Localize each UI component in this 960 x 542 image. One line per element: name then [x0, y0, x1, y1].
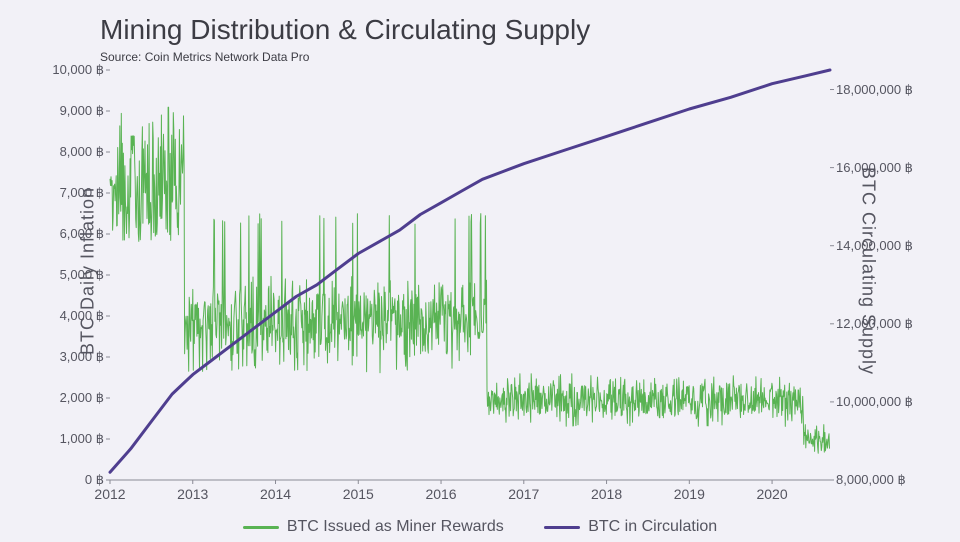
y-right-tick-label: 16,000,000 ฿ [836, 160, 913, 176]
y-left-tick-label: 4,000 ฿ [60, 308, 104, 324]
y-right-tick-label: 12,000,000 ฿ [836, 316, 913, 332]
x-tick-label: 2020 [756, 486, 787, 502]
chart-svg [110, 70, 830, 480]
series-issued-line [110, 107, 830, 453]
legend-label-circulation: BTC in Circulation [588, 518, 717, 536]
y-left-tick-label: 2,000 ฿ [60, 390, 104, 406]
y-right-tick-label: 10,000,000 ฿ [836, 394, 913, 410]
x-tick-label: 2017 [508, 486, 539, 502]
x-tick-label: 2016 [425, 486, 456, 502]
y-left-tick-label: 8,000 ฿ [60, 144, 104, 160]
y-left-tick-label: 5,000 ฿ [60, 267, 104, 283]
x-tick-label: 2015 [343, 486, 374, 502]
x-tick-label: 2019 [674, 486, 705, 502]
y-left-tick-label: 3,000 ฿ [60, 349, 104, 365]
legend-label-issued: BTC Issued as Miner Rewards [287, 518, 504, 536]
legend: BTC Issued as Miner Rewards BTC in Circu… [0, 516, 960, 537]
y-left-tick-label: 6,000 ฿ [60, 226, 104, 242]
y-left-tick-label: 9,000 ฿ [60, 103, 104, 119]
x-tick-label: 2013 [177, 486, 208, 502]
legend-item-circulation: BTC in Circulation [544, 518, 717, 536]
y-left-tick-label: 7,000 ฿ [60, 185, 104, 201]
legend-item-issued: BTC Issued as Miner Rewards [243, 518, 504, 536]
y-left-tick-label: 10,000 ฿ [52, 62, 104, 78]
y-right-tick-label: 14,000,000 ฿ [836, 238, 913, 254]
legend-swatch-circulation [544, 526, 580, 529]
plot-area: 0 ฿1,000 ฿2,000 ฿3,000 ฿4,000 ฿5,000 ฿6,… [110, 70, 830, 480]
x-tick-label: 2014 [260, 486, 291, 502]
y-right-tick-label: 8,000,000 ฿ [836, 472, 906, 488]
legend-swatch-issued [243, 526, 279, 529]
y-left-tick-label: 1,000 ฿ [60, 431, 104, 447]
chart-container: Mining Distribution & Circulating Supply… [0, 0, 960, 542]
chart-source: Source: Coin Metrics Network Data Pro [100, 50, 309, 64]
x-tick-label: 2012 [94, 486, 125, 502]
y-right-axis-label: BTC Circulating Supply [857, 167, 878, 375]
x-tick-label: 2018 [591, 486, 622, 502]
chart-title: Mining Distribution & Circulating Supply [100, 14, 590, 46]
y-right-tick-label: 18,000,000 ฿ [836, 82, 913, 98]
